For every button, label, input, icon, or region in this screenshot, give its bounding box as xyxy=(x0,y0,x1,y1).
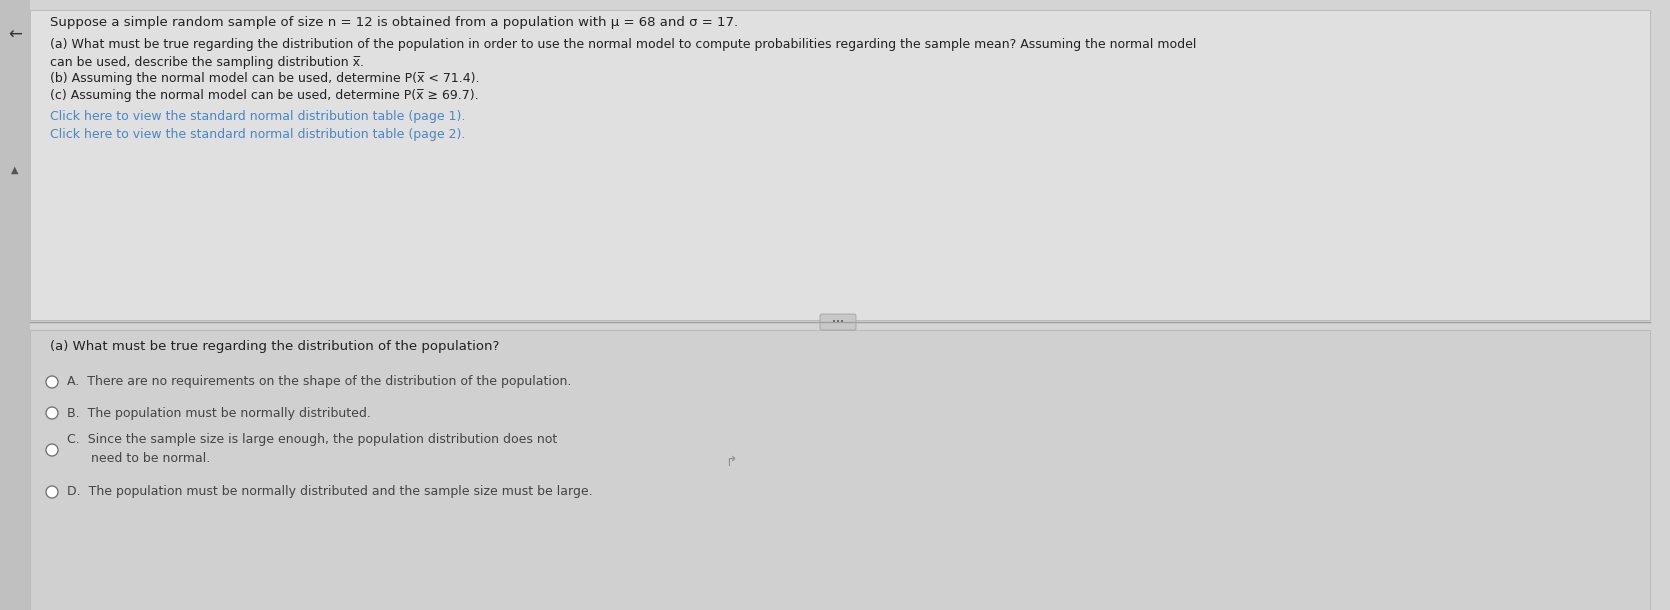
Text: Suppose a simple random sample of size n = 12 is obtained from a population with: Suppose a simple random sample of size n… xyxy=(50,16,738,29)
Circle shape xyxy=(47,444,58,456)
FancyBboxPatch shape xyxy=(30,330,1650,610)
Text: Click here to view the standard normal distribution table (page 2).: Click here to view the standard normal d… xyxy=(50,128,466,141)
Circle shape xyxy=(47,376,58,388)
Text: (a) What must be true regarding the distribution of the population in order to u: (a) What must be true regarding the dist… xyxy=(50,38,1196,51)
Text: A.  There are no requirements on the shape of the distribution of the population: A. There are no requirements on the shap… xyxy=(67,376,571,389)
FancyBboxPatch shape xyxy=(30,10,1650,320)
Text: ▲: ▲ xyxy=(12,165,18,175)
Text: Click here to view the standard normal distribution table (page 1).: Click here to view the standard normal d… xyxy=(50,110,466,123)
Text: (a) What must be true regarding the distribution of the population?: (a) What must be true regarding the dist… xyxy=(50,340,499,353)
Text: need to be normal.: need to be normal. xyxy=(67,451,210,464)
Text: (b) Assuming the normal model can be used, determine P(x̅ < 71.4).: (b) Assuming the normal model can be use… xyxy=(50,72,479,85)
FancyBboxPatch shape xyxy=(0,0,30,610)
Text: can be used, describe the sampling distribution x̅.: can be used, describe the sampling distr… xyxy=(50,56,364,69)
Text: B.  The population must be normally distributed.: B. The population must be normally distr… xyxy=(67,406,371,420)
Text: ↱: ↱ xyxy=(725,455,736,469)
Text: D.  The population must be normally distributed and the sample size must be larg: D. The population must be normally distr… xyxy=(67,486,593,498)
FancyBboxPatch shape xyxy=(820,314,857,330)
Text: •••: ••• xyxy=(832,319,843,325)
Text: ←: ← xyxy=(8,26,22,44)
Text: C.  Since the sample size is large enough, the population distribution does not: C. Since the sample size is large enough… xyxy=(67,434,558,447)
Circle shape xyxy=(47,486,58,498)
Circle shape xyxy=(47,407,58,419)
Text: (c) Assuming the normal model can be used, determine P(x̅ ≥ 69.7).: (c) Assuming the normal model can be use… xyxy=(50,89,479,102)
